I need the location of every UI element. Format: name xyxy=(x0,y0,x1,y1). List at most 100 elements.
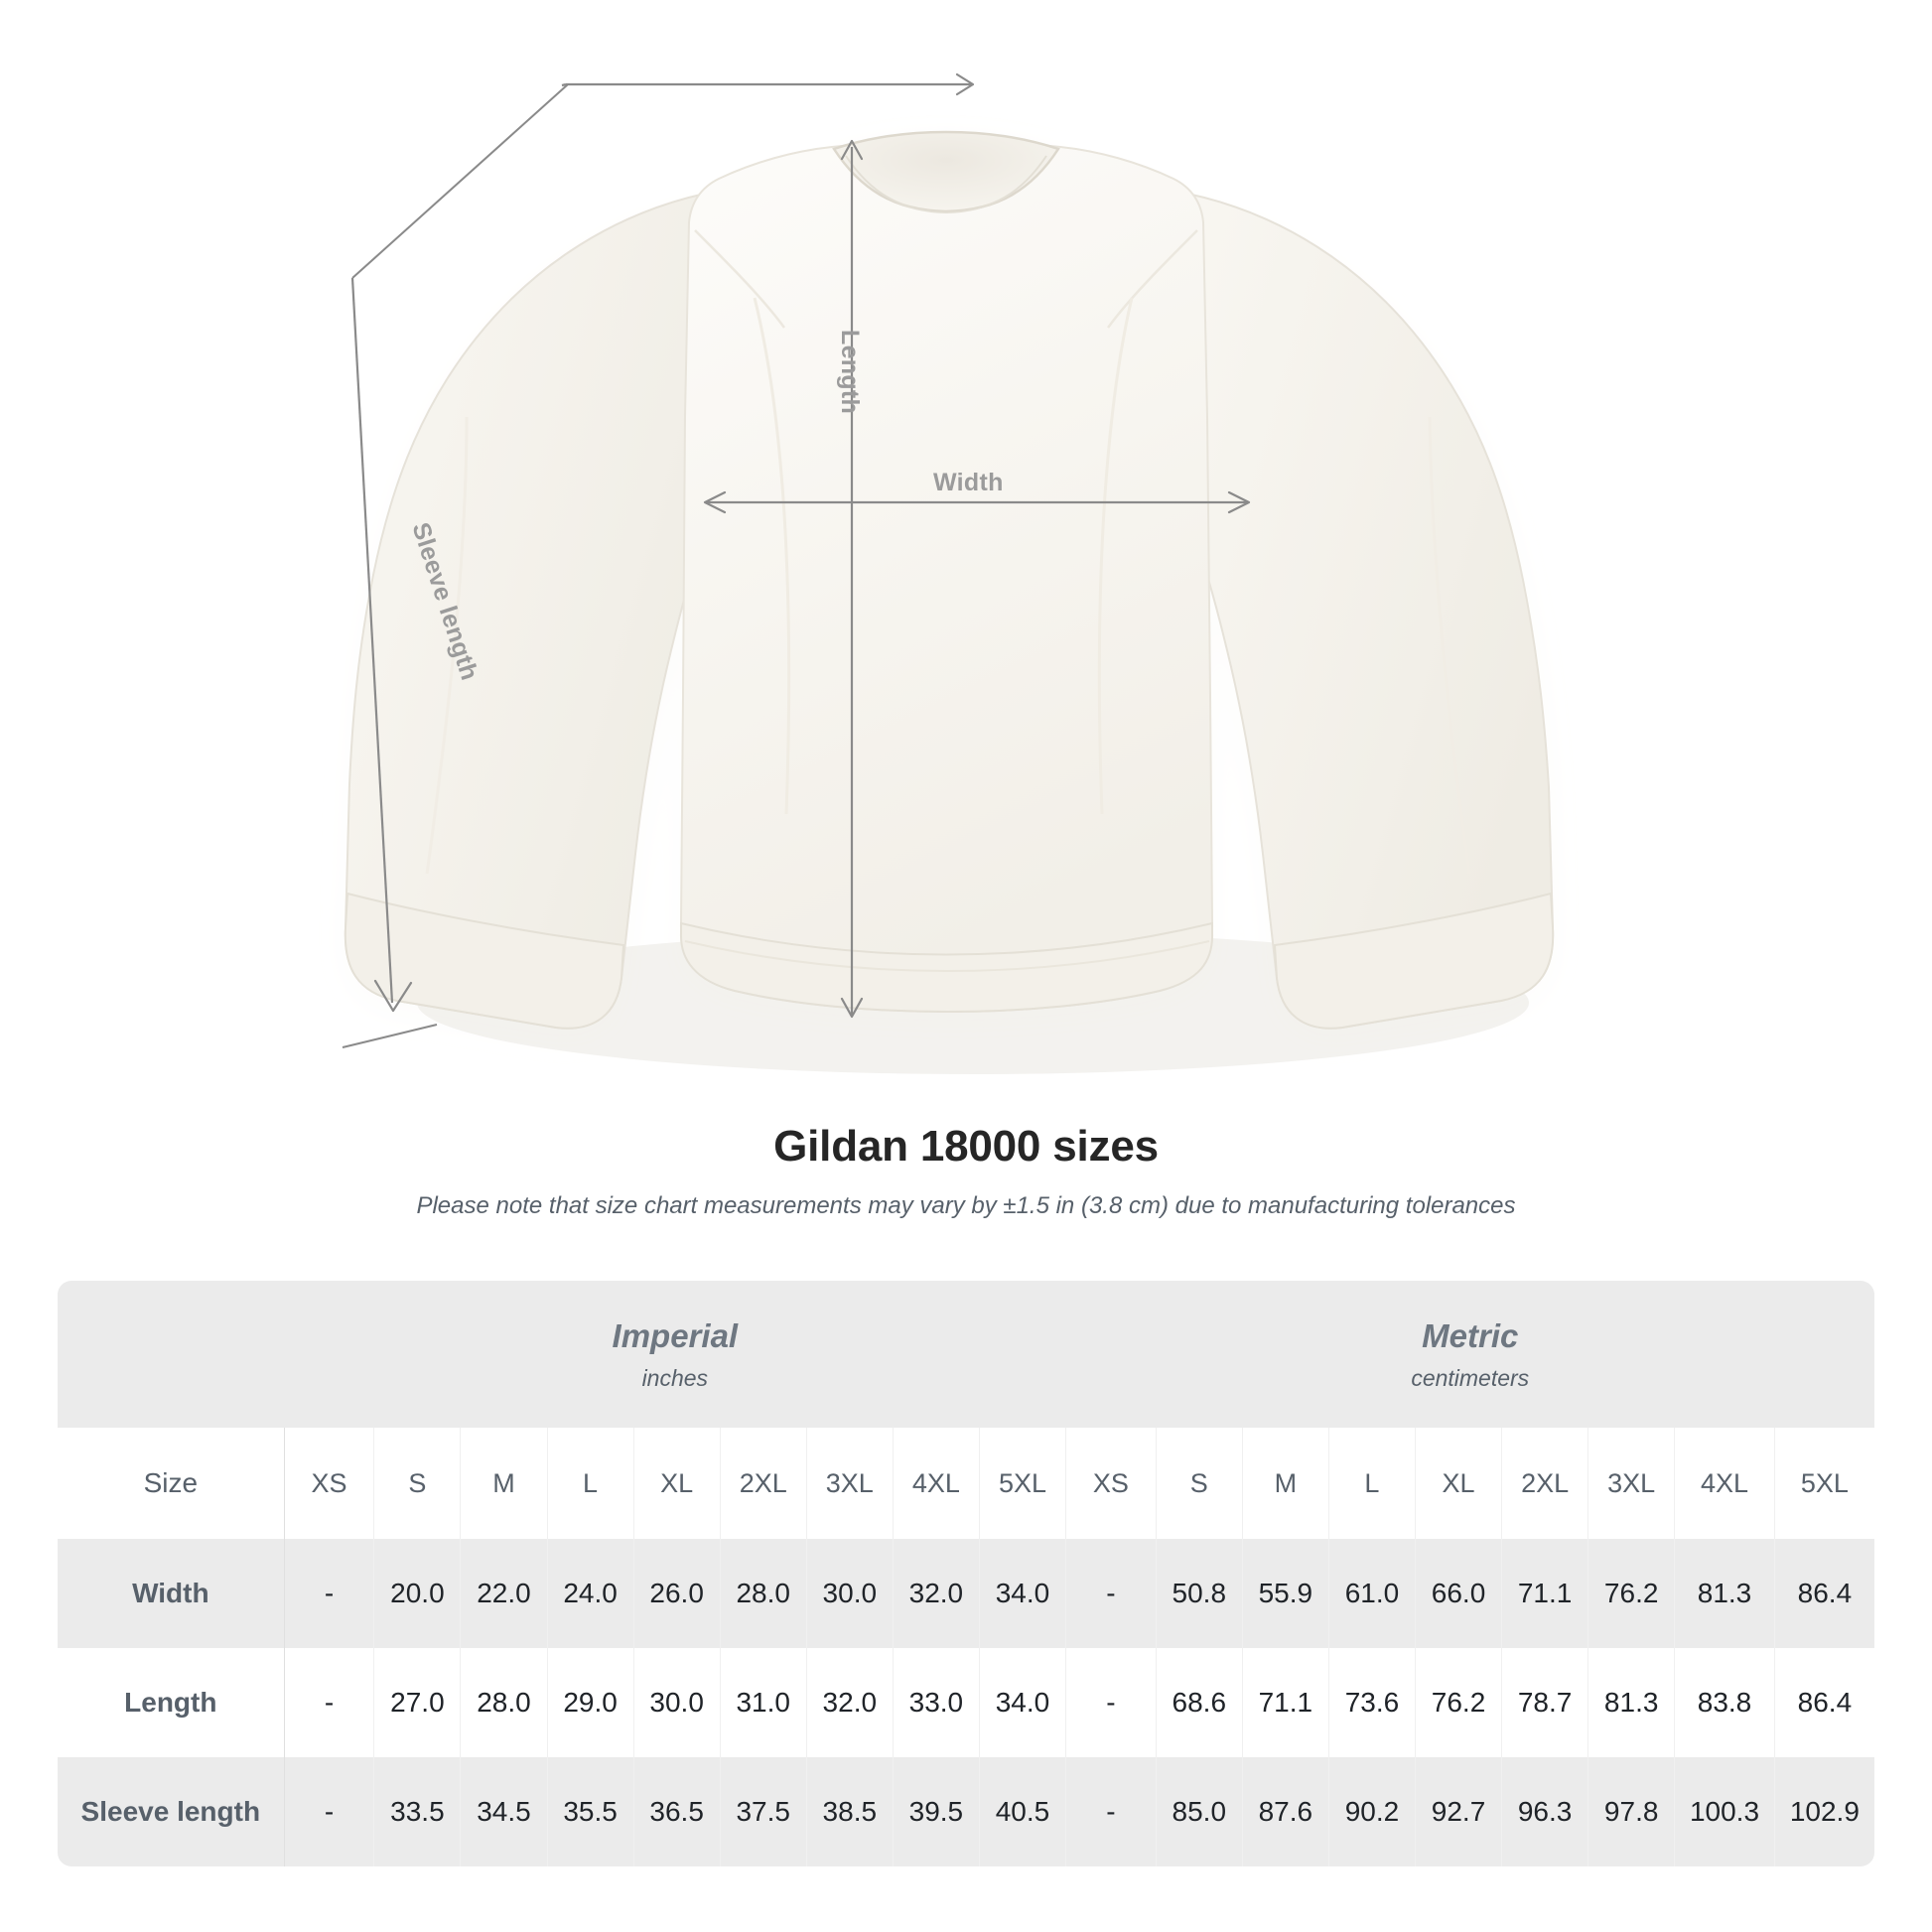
cell-width-metric-xl: 66.0 xyxy=(1415,1539,1503,1648)
cell-width-imperial-3xl: 30.0 xyxy=(806,1539,894,1648)
size-col-metric-xs: XS xyxy=(1065,1428,1157,1539)
cell-sleeve-imperial-l: 35.5 xyxy=(547,1757,634,1866)
cell-sleeve-metric-2xl: 96.3 xyxy=(1501,1757,1589,1866)
size-col-imperial-xl: XL xyxy=(633,1428,721,1539)
garment-diagram: Length Width Sleeve length xyxy=(342,72,1555,1074)
cell-length-metric-xs: - xyxy=(1065,1648,1157,1757)
size-col-metric-2xl: 2XL xyxy=(1501,1428,1589,1539)
size-col-metric-3xl: 3XL xyxy=(1587,1428,1676,1539)
sleeve-leader-diagonal xyxy=(351,83,569,279)
page-title: Gildan 18000 sizes xyxy=(773,1122,1159,1171)
measurement-guides xyxy=(342,72,1251,1048)
cell-sleeve-imperial-2xl: 37.5 xyxy=(720,1757,807,1866)
row-label-width: Width xyxy=(58,1539,285,1648)
size-col-metric-s: S xyxy=(1156,1428,1243,1539)
cell-width-imperial-2xl: 28.0 xyxy=(720,1539,807,1648)
cell-sleeve-imperial-3xl: 38.5 xyxy=(806,1757,894,1866)
length-arrow-top xyxy=(840,139,864,161)
size-col-imperial-l: L xyxy=(547,1428,634,1539)
row-label-sleeve-length: Sleeve length xyxy=(58,1757,285,1866)
sleeve-arrow-head-top xyxy=(955,72,975,96)
cell-sleeve-imperial-5xl: 40.5 xyxy=(979,1757,1067,1866)
cell-width-imperial-xl: 26.0 xyxy=(633,1539,721,1648)
size-chart-table-wrap: Imperial inches Metric centimeters Size … xyxy=(58,1281,1874,1866)
cell-length-metric-5xl: 86.4 xyxy=(1774,1648,1874,1757)
cell-width-imperial-4xl: 32.0 xyxy=(893,1539,980,1648)
cell-width-metric-3xl: 76.2 xyxy=(1587,1539,1676,1648)
size-col-metric-4xl: 4XL xyxy=(1674,1428,1775,1539)
cell-sleeve-metric-4xl: 100.3 xyxy=(1674,1757,1775,1866)
cell-length-metric-xl: 76.2 xyxy=(1415,1648,1503,1757)
cell-length-metric-2xl: 78.7 xyxy=(1501,1648,1589,1757)
cell-length-imperial-4xl: 33.0 xyxy=(893,1648,980,1757)
cell-width-imperial-m: 22.0 xyxy=(460,1539,548,1648)
width-arrow-right xyxy=(1227,490,1251,514)
imperial-unit-sub: inches xyxy=(641,1364,709,1391)
length-arrow-bottom xyxy=(840,997,864,1019)
size-col-imperial-4xl: 4XL xyxy=(893,1428,980,1539)
table-row: Length - 27.0 28.0 29.0 30.0 31.0 32.0 3… xyxy=(58,1648,1874,1757)
cell-sleeve-imperial-xs: - xyxy=(283,1757,375,1866)
cell-width-metric-m: 55.9 xyxy=(1242,1539,1329,1648)
size-col-metric-5xl: 5XL xyxy=(1774,1428,1874,1539)
cell-sleeve-metric-5xl: 102.9 xyxy=(1774,1757,1874,1866)
sleeve-arrow-head-bottom xyxy=(373,979,413,1013)
cell-sleeve-imperial-4xl: 39.5 xyxy=(893,1757,980,1866)
cell-width-imperial-s: 20.0 xyxy=(373,1539,462,1648)
cell-sleeve-imperial-m: 34.5 xyxy=(460,1757,548,1866)
size-col-imperial-2xl: 2XL xyxy=(720,1428,807,1539)
size-col-imperial-5xl: 5XL xyxy=(979,1428,1067,1539)
size-col-imperial-3xl: 3XL xyxy=(806,1428,894,1539)
metric-unit-sub: centimeters xyxy=(1411,1364,1530,1391)
row-label-length: Length xyxy=(58,1648,285,1757)
size-col-metric-l: L xyxy=(1328,1428,1416,1539)
cell-length-imperial-m: 28.0 xyxy=(460,1648,548,1757)
sleeve-length-line xyxy=(350,277,394,1004)
cell-length-imperial-s: 27.0 xyxy=(373,1648,462,1757)
metric-unit-header: Metric centimeters xyxy=(1065,1281,1874,1428)
cell-width-imperial-xs: - xyxy=(283,1539,375,1648)
cell-sleeve-metric-s: 85.0 xyxy=(1156,1757,1243,1866)
width-dimension-label: Width xyxy=(933,469,1004,496)
size-col-metric-m: M xyxy=(1242,1428,1329,1539)
sweatshirt-illustration xyxy=(342,72,1555,1074)
cell-sleeve-metric-l: 90.2 xyxy=(1328,1757,1416,1866)
table-row: Sleeve length - 33.5 34.5 35.5 36.5 37.5… xyxy=(58,1757,1874,1866)
cell-length-metric-3xl: 81.3 xyxy=(1587,1648,1676,1757)
cell-width-metric-xs: - xyxy=(1065,1539,1157,1648)
cell-width-imperial-l: 24.0 xyxy=(547,1539,634,1648)
cell-length-imperial-5xl: 34.0 xyxy=(979,1648,1067,1757)
size-col-imperial-xs: XS xyxy=(283,1428,375,1539)
cell-width-metric-5xl: 86.4 xyxy=(1774,1539,1874,1648)
size-chart-table: Imperial inches Metric centimeters Size … xyxy=(58,1281,1874,1866)
cell-sleeve-imperial-s: 33.5 xyxy=(373,1757,462,1866)
cell-width-metric-l: 61.0 xyxy=(1328,1539,1416,1648)
sweatshirt-shape xyxy=(344,130,1555,1030)
cell-length-imperial-xl: 30.0 xyxy=(633,1648,721,1757)
length-dimension-label: Length xyxy=(836,330,864,415)
width-arrow-left xyxy=(703,490,727,514)
imperial-unit-name: Imperial xyxy=(612,1316,739,1354)
size-header-row: Size XS S M L XL 2XL 3XL 4XL 5XL XS S M … xyxy=(58,1428,1874,1539)
unit-banner-row: Imperial inches Metric centimeters xyxy=(58,1281,1874,1428)
cell-length-metric-m: 71.1 xyxy=(1242,1648,1329,1757)
cell-length-metric-l: 73.6 xyxy=(1328,1648,1416,1757)
size-col-metric-xl: XL xyxy=(1415,1428,1503,1539)
size-col-imperial-m: M xyxy=(460,1428,548,1539)
cell-width-imperial-5xl: 34.0 xyxy=(979,1539,1067,1648)
size-header-label: Size xyxy=(58,1428,285,1539)
unit-banner-spacer xyxy=(58,1281,285,1428)
cell-length-metric-4xl: 83.8 xyxy=(1674,1648,1775,1757)
cell-length-imperial-xs: - xyxy=(283,1648,375,1757)
cell-sleeve-imperial-xl: 36.5 xyxy=(633,1757,721,1866)
title-block: Gildan 18000 sizes Please note that size… xyxy=(0,1122,1932,1220)
cell-width-metric-2xl: 71.1 xyxy=(1501,1539,1589,1648)
table-row: Width - 20.0 22.0 24.0 26.0 28.0 30.0 32… xyxy=(58,1539,1874,1648)
cell-sleeve-metric-3xl: 97.8 xyxy=(1587,1757,1676,1866)
cell-length-imperial-2xl: 31.0 xyxy=(720,1648,807,1757)
cell-sleeve-metric-m: 87.6 xyxy=(1242,1757,1329,1866)
size-col-imperial-s: S xyxy=(373,1428,462,1539)
metric-unit-name: Metric xyxy=(1422,1316,1519,1354)
cell-sleeve-metric-xl: 92.7 xyxy=(1415,1757,1503,1866)
